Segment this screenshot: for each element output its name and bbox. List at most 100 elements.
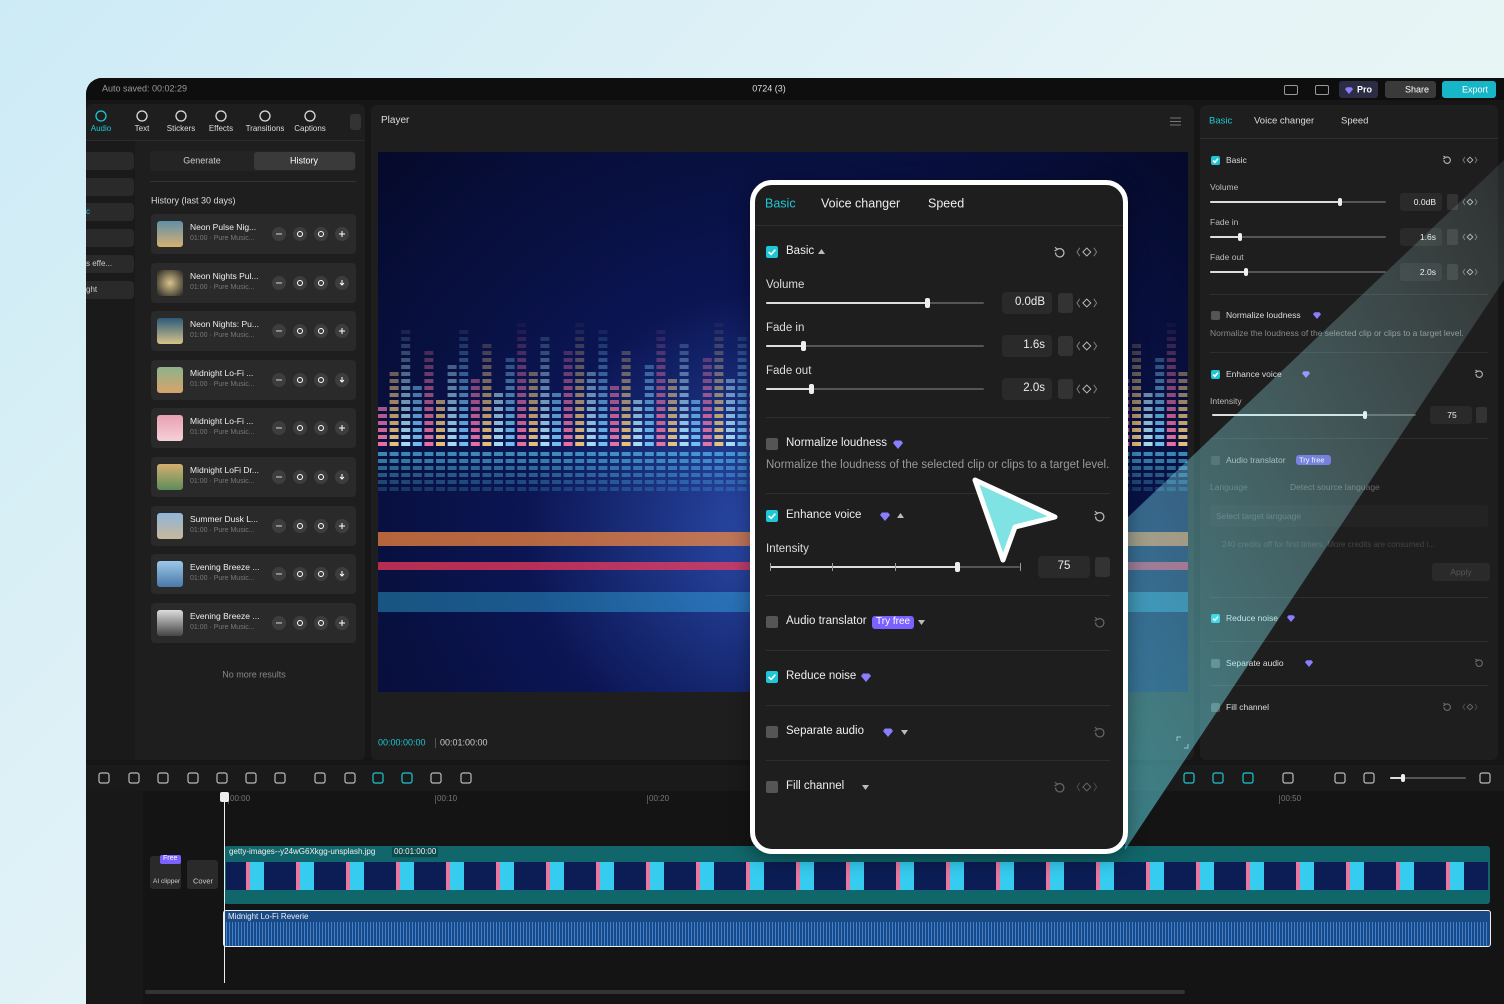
pro-button[interactable]: [1339, 81, 1378, 98]
property-tab[interactable]: Voice changer: [821, 196, 901, 211]
timeline-tool[interactable]: [245, 772, 257, 784]
category-label[interactable]: c: [86, 207, 90, 217]
category-item[interactable]: [86, 255, 134, 273]
keyframe-icon[interactable]: [1462, 155, 1478, 165]
timeline-tool[interactable]: [314, 772, 326, 784]
slider-knob[interactable]: [924, 298, 930, 308]
stepper[interactable]: [1058, 293, 1073, 313]
item-action[interactable]: [314, 421, 328, 436]
stepper[interactable]: [1447, 194, 1458, 210]
checkbox[interactable]: [766, 510, 778, 522]
item-action[interactable]: [293, 275, 307, 290]
timeline-tool[interactable]: [460, 772, 472, 784]
tool-icon[interactable]: [175, 110, 187, 122]
checkbox[interactable]: [766, 246, 778, 258]
slider-knob[interactable]: [1238, 233, 1242, 241]
item-action[interactable]: [314, 372, 328, 387]
ai-clipper[interactable]: AI clipper: [153, 878, 181, 886]
timeline-tool[interactable]: [1183, 772, 1195, 784]
item-action[interactable]: [314, 227, 328, 241]
reset-icon[interactable]: [1093, 726, 1106, 739]
item-action[interactable]: [314, 567, 328, 582]
timeline-tool[interactable]: [157, 772, 169, 784]
timeline-tool[interactable]: [1363, 772, 1375, 784]
value-box[interactable]: [1400, 193, 1442, 211]
timeline-tool[interactable]: [344, 772, 356, 784]
tool-label[interactable]: Captions: [294, 124, 326, 134]
timeline-tool[interactable]: [98, 772, 110, 784]
value-box[interactable]: [1430, 406, 1472, 424]
keyframe-icon[interactable]: [1076, 382, 1098, 396]
slider-knob[interactable]: [954, 562, 960, 572]
tool-label[interactable]: Effects: [208, 124, 234, 134]
timeline-tool[interactable]: [187, 772, 199, 784]
reset-icon[interactable]: [1474, 369, 1484, 379]
keyframe-icon[interactable]: [1076, 296, 1098, 310]
item-action[interactable]: [293, 421, 307, 436]
scrollbar[interactable]: [145, 990, 1185, 994]
category-item[interactable]: [86, 229, 134, 247]
tool-icon[interactable]: [215, 110, 227, 122]
tab-active[interactable]: [254, 152, 355, 170]
keyframe-icon[interactable]: [1076, 339, 1098, 353]
tool-icon[interactable]: [136, 110, 148, 122]
reset-icon[interactable]: [1442, 155, 1452, 165]
timeline-tool[interactable]: [1334, 772, 1346, 784]
keyframe-icon[interactable]: [1076, 245, 1098, 259]
expand-caret[interactable]: [918, 620, 925, 625]
slider-knob[interactable]: [800, 341, 806, 351]
timeline-tool[interactable]: [430, 772, 442, 784]
checkbox[interactable]: [766, 671, 778, 683]
share-label[interactable]: Share: [1405, 84, 1430, 95]
tool-icon[interactable]: [259, 110, 271, 122]
tool-label[interactable]: Audio: [90, 124, 112, 134]
slider-knob[interactable]: [1401, 774, 1405, 782]
property-tab[interactable]: Speed: [928, 196, 965, 211]
timeline-tool[interactable]: [1242, 772, 1254, 784]
item-action[interactable]: [293, 324, 307, 339]
item-action[interactable]: [293, 615, 307, 630]
export-button[interactable]: [1442, 81, 1496, 98]
tool-icon[interactable]: [304, 110, 316, 122]
property-tab[interactable]: Basic: [1209, 115, 1233, 127]
expand-caret[interactable]: [901, 730, 908, 735]
category-item[interactable]: [86, 203, 134, 221]
player-menu[interactable]: [1170, 117, 1181, 126]
reset-icon[interactable]: [1442, 702, 1452, 712]
property-tab[interactable]: Voice changer: [1254, 115, 1315, 127]
item-action[interactable]: [314, 275, 328, 290]
collapse-caret[interactable]: [897, 513, 904, 518]
item-action[interactable]: [314, 324, 328, 339]
item-action[interactable]: [314, 470, 328, 484]
value-box[interactable]: [1002, 335, 1052, 357]
cover-label[interactable]: Cover: [193, 876, 214, 886]
tool-label[interactable]: Stickers: [166, 124, 196, 134]
apply-label[interactable]: Apply: [1450, 566, 1472, 577]
library-tab[interactable]: History: [289, 155, 319, 166]
expand-caret[interactable]: [862, 785, 869, 790]
checkbox[interactable]: [1210, 369, 1220, 379]
timeline-tool[interactable]: [128, 772, 140, 784]
playhead-head[interactable]: [220, 792, 229, 802]
property-tab[interactable]: Basic: [765, 196, 796, 211]
collapse-caret[interactable]: [818, 249, 825, 254]
item-action[interactable]: [314, 615, 328, 630]
checkbox[interactable]: [1210, 155, 1220, 165]
keyframe-icon[interactable]: [1076, 780, 1098, 794]
item-action[interactable]: [314, 518, 328, 533]
checkbox[interactable]: [766, 616, 778, 628]
checkbox[interactable]: [766, 726, 778, 738]
item-action[interactable]: [293, 372, 307, 387]
slider-knob[interactable]: [808, 384, 814, 394]
reset-icon[interactable]: [1093, 616, 1106, 629]
slider-knob[interactable]: [1338, 198, 1342, 206]
export-label[interactable]: Export: [1462, 84, 1489, 95]
cover-button[interactable]: [187, 860, 218, 889]
stepper[interactable]: [1095, 557, 1110, 577]
share-button[interactable]: [1385, 81, 1436, 98]
keyframe-icon[interactable]: [1462, 702, 1478, 712]
tools-more[interactable]: [350, 114, 361, 130]
checkbox[interactable]: [1210, 310, 1220, 320]
timeline-tool[interactable]: [401, 772, 413, 784]
item-action[interactable]: [293, 470, 307, 484]
